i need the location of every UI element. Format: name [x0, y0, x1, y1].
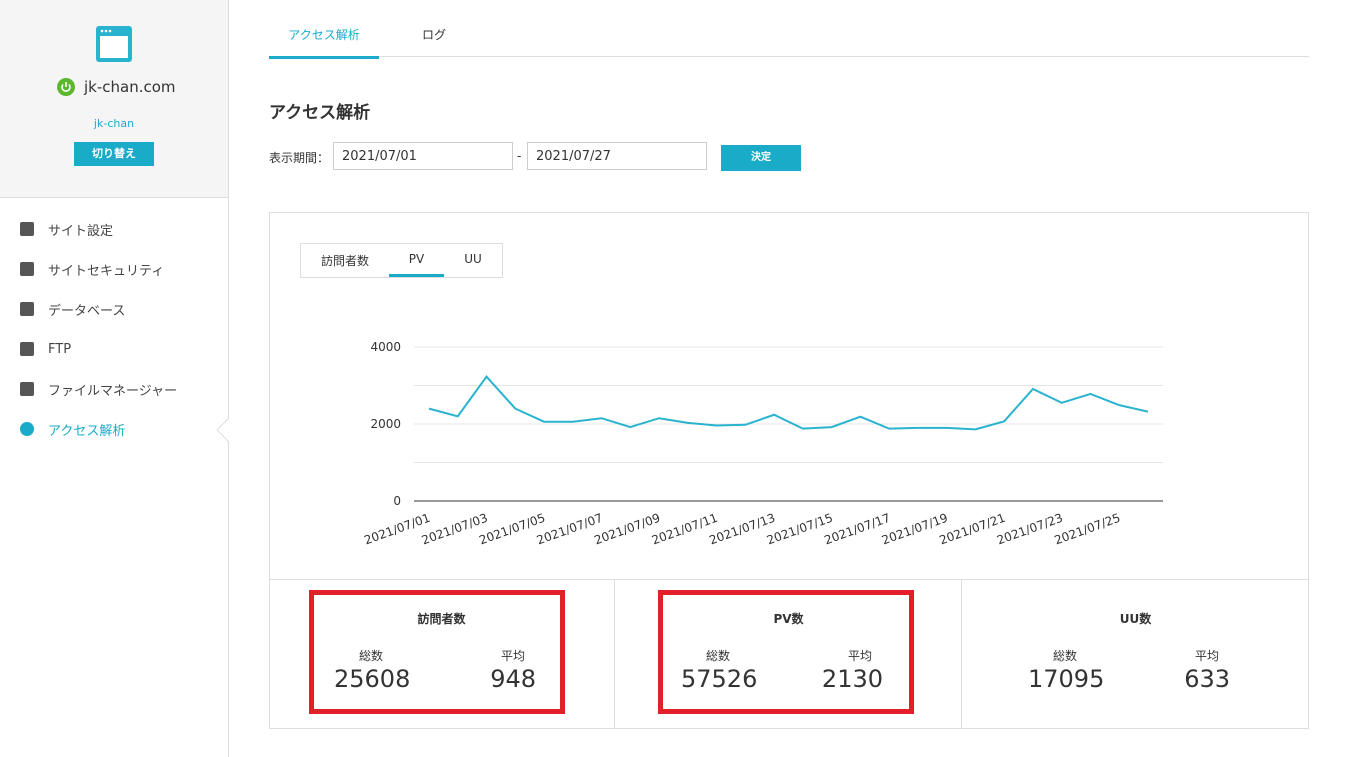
chart-tab[interactable]: PV [389, 252, 444, 277]
chart-tab[interactable]: 訪問者数 [320, 254, 369, 268]
menu-item[interactable]: データベース [18, 299, 125, 319]
chart-panel [269, 212, 1309, 729]
site-icon [96, 26, 132, 62]
stat-title: PV数 [773, 612, 804, 626]
highlight-box [658, 590, 914, 714]
sidebar [0, 0, 229, 757]
menu-icon [20, 382, 34, 396]
total-value: 25608 [334, 665, 411, 693]
menu-label: FTP [48, 341, 72, 357]
menu-icon [20, 342, 34, 356]
switch-button[interactable]: 切り替え [74, 142, 154, 166]
menu-label: サイト設定 [48, 223, 114, 239]
stat-cell: PV数総数 平均 57526 2130 [616, 579, 962, 728]
icon-shape [20, 222, 34, 236]
menu-icon [20, 422, 34, 436]
icon-shape [20, 342, 34, 356]
total-label: 総数 [1053, 649, 1078, 663]
total-label: 総数 [706, 649, 731, 663]
chart-tab[interactable]: UU [464, 252, 482, 266]
avg-label: 平均 [501, 649, 526, 663]
user-name: jk-chan [93, 117, 135, 130]
y-tick-label: 2000 [370, 417, 401, 431]
start-date[interactable]: 2021/07/01 [333, 142, 513, 170]
avg-label: 平均 [848, 649, 873, 663]
heading: アクセス解析 [269, 103, 371, 123]
menu-item[interactable]: アクセス解析 [18, 419, 125, 439]
menu-label: データベース [48, 303, 126, 319]
stat-cell: UU数総数 平均 17095 633 [963, 579, 1309, 728]
icon-shape [20, 382, 34, 396]
tab[interactable]: アクセス解析 [269, 26, 379, 59]
stats-divider [269, 579, 1309, 580]
active-pointer [216, 418, 230, 442]
menu-item[interactable]: FTP [18, 339, 71, 359]
menu-icon [20, 222, 34, 236]
x-tick-label: 2021/07/25 [1052, 511, 1122, 548]
stat-cell: 訪問者数総数 平均 25608 948 [269, 579, 615, 728]
avg-value: 633 [1184, 665, 1230, 693]
menu-icon [20, 302, 34, 316]
stat-title: 訪問者数 [417, 612, 466, 626]
menu-item[interactable]: サイトセキュリティ [18, 259, 164, 279]
menu-label: サイトセキュリティ [48, 263, 165, 279]
tab-line [269, 56, 1309, 57]
y-tick-label: 4000 [370, 340, 401, 354]
status-icon [57, 78, 75, 96]
period-label: 表示期間： [269, 151, 330, 165]
separator: - [517, 149, 522, 163]
menu-icon [20, 262, 34, 276]
icon-shape [20, 422, 34, 436]
submit-button[interactable]: 決定 [721, 145, 801, 171]
total-value: 17095 [1028, 665, 1105, 693]
icon-shape [20, 302, 34, 316]
menu-item[interactable]: サイト設定 [18, 219, 113, 239]
y-tick-label: 0 [393, 494, 401, 508]
site-panel: jk-chan.com jk-chan 切り替え [0, 0, 228, 198]
line-series [428, 375, 1149, 431]
menu-label: アクセス解析 [48, 423, 126, 439]
highlight-box [309, 590, 565, 714]
site-name: jk-chan.com [84, 78, 176, 96]
menu-item[interactable]: ファイルマネージャー [18, 379, 177, 399]
icon-shape [20, 262, 34, 276]
menu-label: ファイルマネージャー [48, 383, 178, 399]
total-value: 57526 [681, 665, 758, 693]
line-chart: 0200040002021/07/012021/07/032021/07/052… [362, 340, 1163, 548]
avg-label: 平均 [1195, 649, 1220, 663]
total-label: 総数 [359, 649, 384, 663]
avg-value: 948 [490, 665, 536, 693]
chart-tabs [300, 243, 503, 278]
end-date[interactable]: 2021/07/27 [527, 142, 707, 170]
tab[interactable]: ログ [421, 28, 446, 42]
stat-title: UU数 [1119, 612, 1152, 626]
avg-value: 2130 [821, 665, 883, 693]
